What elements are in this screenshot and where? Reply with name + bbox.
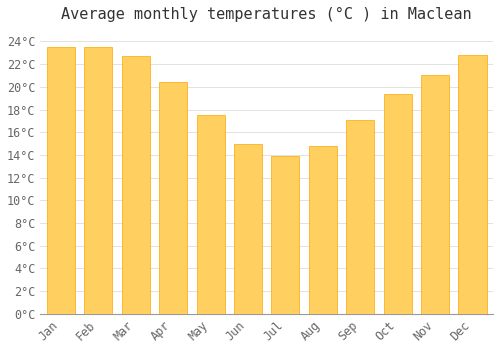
Bar [421, 76, 449, 314]
Bar [122, 56, 150, 314]
Bar [159, 82, 187, 314]
Bar [346, 120, 374, 314]
Bar [196, 115, 224, 314]
Bar [47, 47, 75, 314]
Bar [384, 94, 411, 314]
Bar [234, 144, 262, 314]
Bar [458, 55, 486, 314]
Bar [272, 156, 299, 314]
Bar [84, 47, 112, 314]
Bar [309, 146, 337, 314]
Title: Average monthly temperatures (°C ) in Maclean: Average monthly temperatures (°C ) in Ma… [62, 7, 472, 22]
